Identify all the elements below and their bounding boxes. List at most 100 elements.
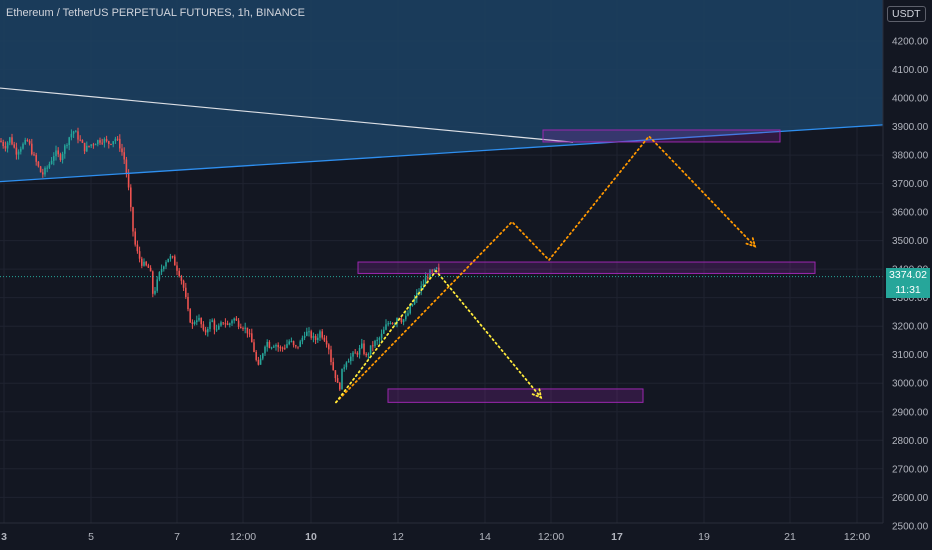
candle-body	[46, 167, 48, 169]
time-tick-label: 14	[479, 531, 491, 543]
candle-body	[420, 285, 422, 292]
candle-body	[394, 323, 396, 325]
candle-body	[405, 315, 407, 320]
candle-body	[196, 320, 198, 323]
currency-unit-button[interactable]: USDT	[887, 6, 926, 22]
candle-body	[156, 279, 158, 291]
time-tick-label: 10	[305, 531, 317, 543]
candle-body	[22, 143, 24, 149]
orange-projection-path	[335, 134, 756, 404]
candle-body	[101, 142, 103, 144]
candle-body	[178, 270, 180, 277]
candle-body	[339, 382, 341, 390]
price-tick-label: 3200.00	[892, 322, 929, 333]
candle-body	[341, 368, 343, 390]
candle-body	[413, 298, 416, 305]
time-tick-label: 21	[784, 531, 796, 543]
candle-body	[70, 133, 73, 138]
candle-body	[180, 276, 183, 281]
price-tick-label: 2600.00	[892, 493, 929, 504]
candle-body	[369, 345, 372, 355]
candle-body	[244, 327, 246, 329]
candle-body	[15, 147, 18, 155]
price-tick-label: 3600.00	[892, 208, 929, 219]
candle-body	[336, 378, 339, 383]
candle-body	[187, 296, 189, 310]
candle-body	[290, 341, 293, 343]
candle-body	[411, 304, 414, 307]
candle-body	[385, 324, 387, 330]
candle-body	[24, 140, 26, 144]
price-tick-label: 2800.00	[892, 436, 929, 447]
price-series	[0, 127, 440, 392]
blue-trendline	[0, 124, 884, 183]
candle-body	[433, 269, 436, 271]
candle-body	[42, 172, 44, 175]
candle-body	[273, 346, 275, 348]
candle-body	[284, 347, 286, 349]
candle-body	[4, 146, 7, 149]
candle-body	[383, 329, 385, 334]
candle-body	[110, 143, 112, 145]
price-tick-label: 3000.00	[892, 379, 929, 390]
candle-body	[334, 370, 337, 379]
time-tick-label: 12:00	[844, 531, 870, 543]
bar-countdown-label: 11:31	[886, 283, 930, 298]
candle-body	[347, 361, 350, 363]
candle-body	[130, 187, 132, 208]
candle-body	[229, 323, 231, 325]
candle-body	[222, 322, 224, 324]
candle-body	[92, 144, 95, 146]
candle-body	[105, 139, 108, 142]
candle-body	[270, 347, 273, 349]
candle-body	[136, 244, 139, 252]
candle-body	[286, 344, 288, 348]
candle-body	[6, 142, 9, 149]
candle-body	[83, 142, 86, 152]
candle-body	[233, 318, 235, 321]
candle-body	[429, 270, 431, 279]
candle-body	[235, 318, 238, 321]
candle-body	[28, 141, 31, 144]
candle-body	[11, 137, 13, 145]
candle-body	[68, 137, 70, 146]
time-tick-label: 3	[1, 531, 7, 543]
candle-body	[438, 267, 440, 272]
candle-body	[354, 352, 356, 354]
price-tick-label: 4000.00	[892, 94, 929, 105]
candle-body	[9, 137, 11, 143]
candle-body	[255, 351, 257, 360]
resistance-zone	[0, 0, 883, 182]
candle-body	[297, 346, 299, 348]
price-tick-label: 2900.00	[892, 407, 929, 418]
candle-body	[365, 353, 367, 356]
candle-body	[143, 261, 145, 266]
candle-body	[55, 150, 57, 157]
time-tick-label: 12:00	[230, 531, 256, 543]
candle-body	[356, 352, 359, 355]
candle-body	[154, 290, 156, 294]
yellow-projection-path	[335, 269, 542, 404]
candle-body	[321, 331, 323, 338]
candle-body	[103, 139, 106, 143]
candle-body	[17, 151, 20, 155]
candle-body	[407, 313, 409, 316]
candle-body	[299, 341, 301, 347]
candle-body	[292, 341, 295, 346]
candle-body	[81, 140, 84, 143]
candle-body	[204, 329, 207, 333]
candle-body	[123, 152, 125, 160]
time-tick-label: 5	[88, 531, 94, 543]
candle-body	[39, 166, 42, 173]
candle-body	[112, 141, 114, 145]
candle-body	[160, 269, 163, 273]
white-trendline	[0, 87, 574, 143]
candle-body	[163, 266, 165, 270]
candle-body	[169, 256, 172, 259]
candle-body	[248, 333, 251, 335]
candle-body	[213, 320, 216, 330]
candle-body	[431, 270, 433, 272]
candle-body	[387, 323, 389, 325]
candle-body	[26, 140, 29, 142]
